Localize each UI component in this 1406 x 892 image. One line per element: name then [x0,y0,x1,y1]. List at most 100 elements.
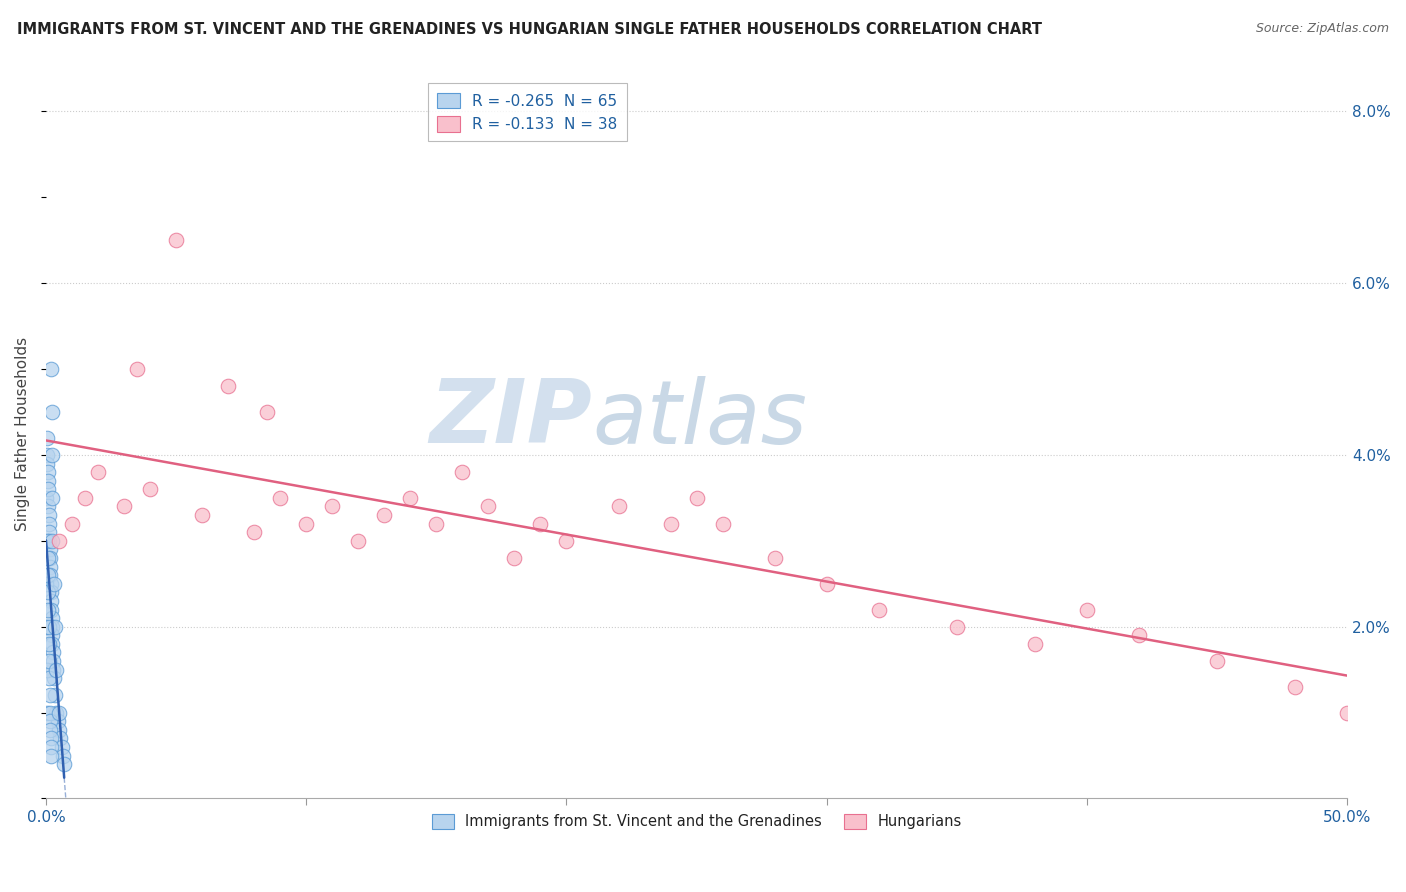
Text: atlas: atlas [592,376,807,462]
Point [35,620,58,634]
Point [425,516,447,531]
Point [39,576,62,591]
Point [38,689,60,703]
Point [37,465,59,479]
Point [815,576,838,591]
Text: Source: ZipAtlas.com: Source: ZipAtlas.com [1256,22,1389,36]
Point [1128,628,1150,642]
Point [52,748,75,763]
Point [41,405,63,419]
Point [37,483,59,497]
Point [868,602,890,616]
Point [1284,680,1306,694]
Point [41,628,63,642]
Point [39,594,62,608]
Point [41,491,63,505]
Point [41,620,63,634]
Point [1024,637,1046,651]
Point [946,620,969,634]
Point [45,663,67,677]
Point [399,491,422,505]
Point [37,551,59,566]
Point [1076,602,1098,616]
Point [44,689,66,703]
Point [217,379,239,393]
Point [37,533,59,548]
Point [44,620,66,634]
Point [42,654,65,668]
Point [37,602,59,616]
Point [37,568,59,582]
Point [37,585,59,599]
Point [269,491,291,505]
Point [41,637,63,651]
Point [243,525,266,540]
Point [1336,706,1358,720]
Point [607,500,630,514]
Point [39,731,62,746]
Point [38,525,60,540]
Y-axis label: Single Father Households: Single Father Households [15,336,30,531]
Point [37,457,59,471]
Point [38,654,60,668]
Point [711,516,734,531]
Point [256,405,278,419]
Point [38,637,60,651]
Point [321,500,343,514]
Point [35,576,58,591]
Point [373,508,395,522]
Point [73,491,96,505]
Point [42,645,65,659]
Point [51,739,73,754]
Point [38,533,60,548]
Point [529,516,551,531]
Point [39,739,62,754]
Point [38,620,60,634]
Point [37,500,59,514]
Point [38,671,60,685]
Point [39,568,62,582]
Point [39,585,62,599]
Point [42,576,65,591]
Point [38,516,60,531]
Point [659,516,682,531]
Point [41,533,63,548]
Point [35,448,58,462]
Point [35,431,58,445]
Point [38,508,60,522]
Point [48,723,70,737]
Point [763,551,786,566]
Point [38,542,60,557]
Point [41,362,63,376]
Point [503,551,526,566]
Point [555,533,578,548]
Point [139,483,162,497]
Point [46,714,69,729]
Point [42,671,65,685]
Point [37,474,59,488]
Point [41,602,63,616]
Point [49,731,72,746]
Point [87,465,110,479]
Point [42,663,65,677]
Point [165,233,187,247]
Point [39,723,62,737]
Point [685,491,707,505]
Point [39,714,62,729]
Point [48,706,70,720]
Point [112,500,135,514]
Legend: Immigrants from St. Vincent and the Grenadines, Hungarians: Immigrants from St. Vincent and the Gren… [426,808,967,835]
Point [347,533,370,548]
Point [477,500,499,514]
Point [48,533,70,548]
Point [39,559,62,574]
Point [41,611,63,625]
Point [295,516,318,531]
Point [45,706,67,720]
Point [35,491,58,505]
Point [1206,654,1229,668]
Text: ZIP: ZIP [430,376,592,462]
Point [53,757,76,772]
Point [451,465,474,479]
Point [191,508,214,522]
